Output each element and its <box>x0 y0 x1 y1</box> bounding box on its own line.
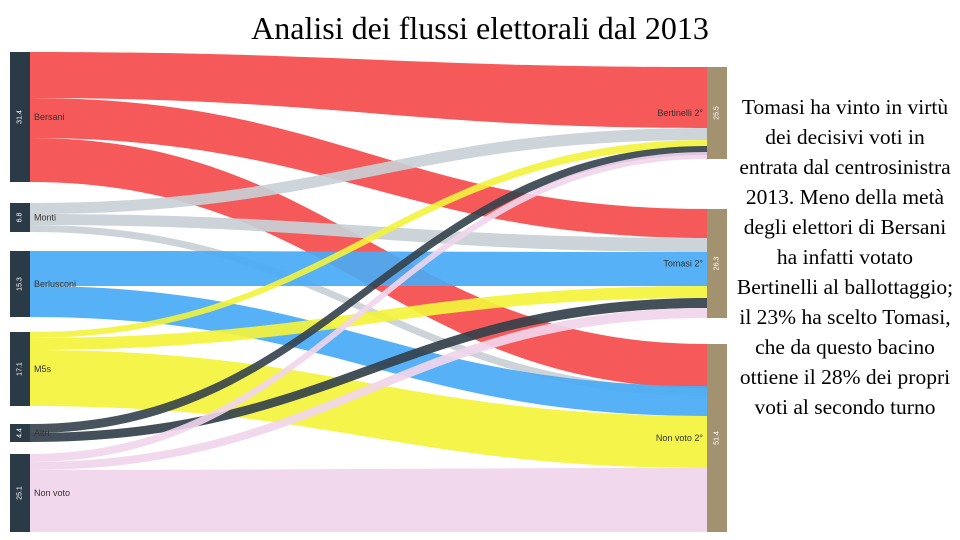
flow-bersani-bertinelli <box>30 52 707 128</box>
source-node-monti <box>10 203 30 232</box>
source-label-m5s: M5s <box>34 364 52 374</box>
flow-monti-bertinelli <box>30 128 707 214</box>
flow-nonvoto-tomasi <box>30 308 707 470</box>
target-value-bertinelli: 25.5 <box>714 106 721 120</box>
target-label-nonvoto2: Non voto 2° <box>656 433 704 443</box>
source-label-monti: Monti <box>34 213 56 223</box>
flow-m5s-nonvoto2 <box>30 350 707 468</box>
flow-altri-tomasi <box>30 298 707 442</box>
flow-berlusconi-nonvoto2 <box>30 286 707 416</box>
source-label-berlusconi: Berlusconi <box>34 279 76 289</box>
flow-berlusconi-tomasi <box>30 251 707 286</box>
source-node-m5s <box>10 332 30 406</box>
target-node-nonvoto2 <box>707 344 727 532</box>
flow-monti-tomasi <box>30 214 707 252</box>
slide-title-text: Analisi dei flussi elettorali dal 2013 <box>251 10 709 46</box>
target-value-tomasi: 26.3 <box>714 257 721 271</box>
flow-altri-bertinelli <box>30 146 707 433</box>
source-node-bersani <box>10 52 30 182</box>
source-value-berlusconi: 15.3 <box>17 277 24 291</box>
source-value-monti: 6.8 <box>17 213 24 223</box>
target-label-tomasi: Tomasi 2° <box>663 259 703 269</box>
source-value-bersani: 31.4 <box>17 110 24 124</box>
target-value-nonvoto2: 51.4 <box>714 431 721 445</box>
commentary-text: Tomasi ha vinto in virtù dei decisivi vo… <box>736 95 954 419</box>
flow-nonvoto-bertinelli <box>30 152 707 462</box>
source-node-berlusconi <box>10 251 30 317</box>
source-value-m5s: 17.1 <box>17 362 24 376</box>
flow-nonvoto-nonvoto2 <box>30 468 707 532</box>
source-node-altri <box>10 424 30 442</box>
target-node-bertinelli <box>707 67 727 159</box>
source-label-bersani: Bersani <box>34 112 65 122</box>
source-label-nonvoto: Non voto <box>34 488 70 498</box>
flows-layer <box>30 52 707 532</box>
flow-m5s-bertinelli <box>30 140 707 338</box>
target-label-bertinelli: Bertinelli 2° <box>657 108 703 118</box>
nodes-layer: 31.4 Bersani 6.8 Monti 15.3 Berlusconi 17.1 M5s… <box>10 52 727 532</box>
target-node-tomasi <box>707 209 727 318</box>
flow-m5s-tomasi <box>30 286 707 350</box>
slide-title: Analisi dei flussi elettorali dal 2013 <box>0 10 960 47</box>
source-label-altri: Altri <box>34 428 50 438</box>
source-node-nonvoto <box>10 454 30 532</box>
source-value-altri: 4.4 <box>17 428 24 438</box>
source-value-nonvoto: 25.1 <box>17 486 24 500</box>
